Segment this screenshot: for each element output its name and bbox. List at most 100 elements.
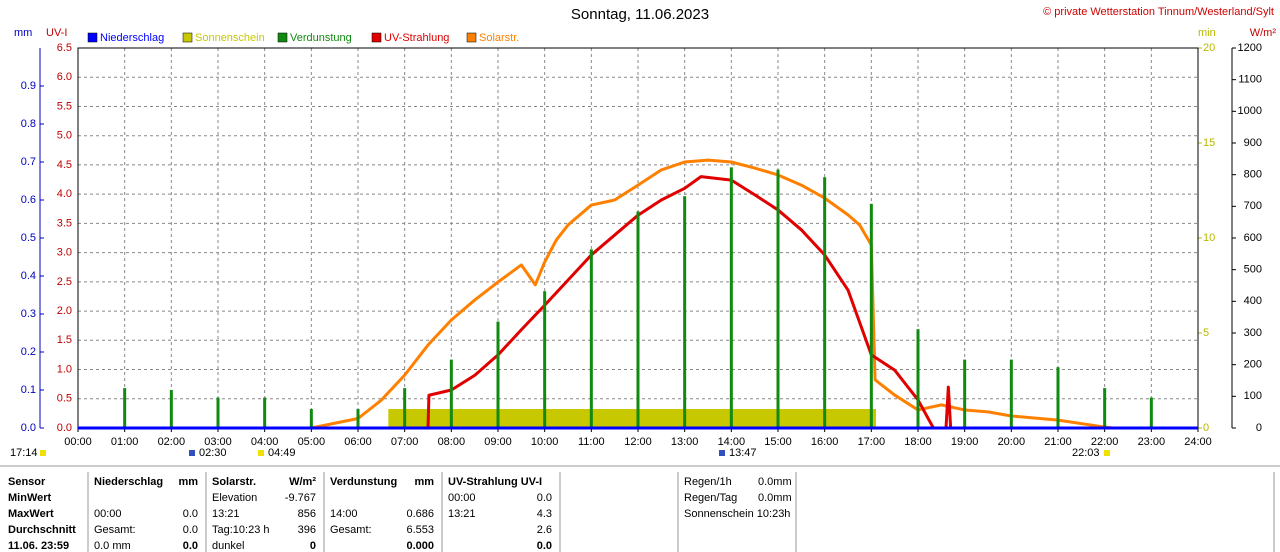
evaporation-bar	[356, 409, 360, 428]
table-cell: 0.0	[183, 508, 198, 520]
y3-tick-label: 0.1	[21, 384, 36, 396]
legend-swatch	[87, 32, 98, 43]
y-tick-label: 2.0	[57, 305, 72, 317]
x-tick-label: 18:00	[904, 436, 932, 448]
evaporation-bar	[869, 203, 873, 428]
x-tick-label: 17:00	[858, 436, 886, 448]
table-cell: Elevation	[212, 492, 257, 504]
y4-tick-label: 5	[1203, 327, 1209, 339]
marker-label: 02:30	[199, 447, 227, 459]
x-tick-label: 13:00	[671, 436, 699, 448]
marker-icon	[1104, 450, 1110, 456]
table-cell: dunkel	[212, 540, 244, 552]
table-cell: 11.06. 23:59	[8, 540, 69, 552]
table-cell: W/m²	[289, 476, 316, 488]
series-line	[78, 158, 1198, 430]
marker-label: 04:49	[268, 447, 296, 459]
evaporation-bar	[1056, 367, 1060, 428]
marker-label: 22:03	[1072, 447, 1100, 459]
evaporation-bar	[169, 390, 173, 428]
evaporation-bar	[449, 359, 453, 428]
table-cell: mm	[414, 476, 434, 488]
table-cell: -9.767	[285, 492, 316, 504]
legend-swatch	[371, 32, 382, 43]
x-tick-label: 24:00	[1184, 436, 1212, 448]
evaporation-bar	[823, 177, 827, 428]
evaporation-bar	[963, 359, 967, 428]
evaporation-bar	[543, 291, 547, 428]
evaporation-bar	[1149, 397, 1153, 428]
x-tick-label: 03:00	[204, 436, 232, 448]
y3-tick-label: 0.0	[21, 422, 36, 434]
y3-axis-label: mm	[14, 27, 32, 39]
table-cell: 0.686	[406, 508, 434, 520]
table-cell: 0	[310, 540, 316, 552]
x-tick-label: 04:00	[251, 436, 279, 448]
y2-tick-label: 100	[1244, 390, 1262, 402]
y2-tick-label: 1000	[1238, 105, 1262, 117]
y2-tick-label: 300	[1244, 327, 1262, 339]
marker-icon	[189, 450, 195, 456]
table-cell: 4.3	[537, 508, 552, 520]
table-cell: Solarstr.	[212, 476, 256, 488]
y4-tick-label: 20	[1203, 42, 1215, 54]
table-cell: Durchschnitt	[8, 524, 76, 536]
table-cell: Verdunstung	[330, 476, 397, 488]
x-tick-label: 15:00	[764, 436, 792, 448]
x-tick-label: 19:00	[951, 436, 979, 448]
y4-axis-label: min	[1198, 27, 1216, 39]
table-cell: mm	[178, 476, 198, 488]
table-cell: Gesamt:	[94, 524, 136, 536]
evaporation-bar	[683, 196, 687, 428]
y4-tick-label: 15	[1203, 137, 1215, 149]
evaporation-bar	[916, 329, 920, 428]
summary-cell: 0.0mm	[758, 492, 792, 504]
y3-tick-label: 0.5	[21, 232, 36, 244]
evaporation-bar	[496, 321, 500, 428]
legend-label: Verdunstung	[290, 32, 352, 44]
x-tick-label: 22:00	[1091, 436, 1119, 448]
table-cell: 0.0	[537, 492, 552, 504]
legend-label: Sonnenschein	[195, 32, 265, 44]
evaporation-bar	[123, 388, 127, 428]
y3-tick-label: 0.2	[21, 346, 36, 358]
x-tick-label: 14:00	[718, 436, 746, 448]
legend-label: UV-Strahlung	[384, 32, 449, 44]
marker-icon	[719, 450, 725, 456]
table-cell: 6.553	[406, 524, 434, 536]
x-tick-label: 00:00	[64, 436, 92, 448]
y-tick-label: 0.5	[57, 393, 72, 405]
table-cell: 396	[298, 524, 316, 536]
evaporation-bar	[216, 397, 220, 428]
table-cell: 14:00	[330, 508, 358, 520]
x-tick-label: 23:00	[1138, 436, 1166, 448]
copyright: © private Wetterstation Tinnum/Westerlan…	[1043, 6, 1274, 18]
table-cell: 856	[298, 508, 316, 520]
y3-tick-label: 0.3	[21, 308, 36, 320]
evaporation-bar	[309, 409, 313, 428]
y3-tick-label: 0.6	[21, 194, 36, 206]
evaporation-bar	[1103, 388, 1107, 428]
marker-label: 17:14	[10, 447, 38, 459]
legend-swatch	[466, 32, 477, 43]
x-tick-label: 06:00	[344, 436, 372, 448]
table-cell: Gesamt:	[330, 524, 372, 536]
y3-tick-label: 0.4	[21, 270, 36, 282]
y2-tick-label: 800	[1244, 169, 1262, 181]
x-tick-label: 12:00	[624, 436, 652, 448]
x-tick-label: 01:00	[111, 436, 139, 448]
summary-cell: Regen/1h	[684, 476, 732, 488]
y2-tick-label: 200	[1244, 359, 1262, 371]
x-tick-label: 11:00	[578, 436, 605, 448]
table-cell: 0.0 mm	[94, 540, 131, 552]
y2-tick-label: 0	[1256, 422, 1262, 434]
y2-tick-label: 400	[1244, 295, 1262, 307]
table-cell: Niederschlag	[94, 476, 163, 488]
summary-cell: Sonnenschein 10:23h	[684, 508, 790, 520]
table-cell: 2.6	[537, 524, 552, 536]
y3-tick-label: 0.8	[21, 118, 36, 130]
table-cell: 00:00	[94, 508, 122, 520]
table-cell: MaxWert	[8, 508, 54, 520]
